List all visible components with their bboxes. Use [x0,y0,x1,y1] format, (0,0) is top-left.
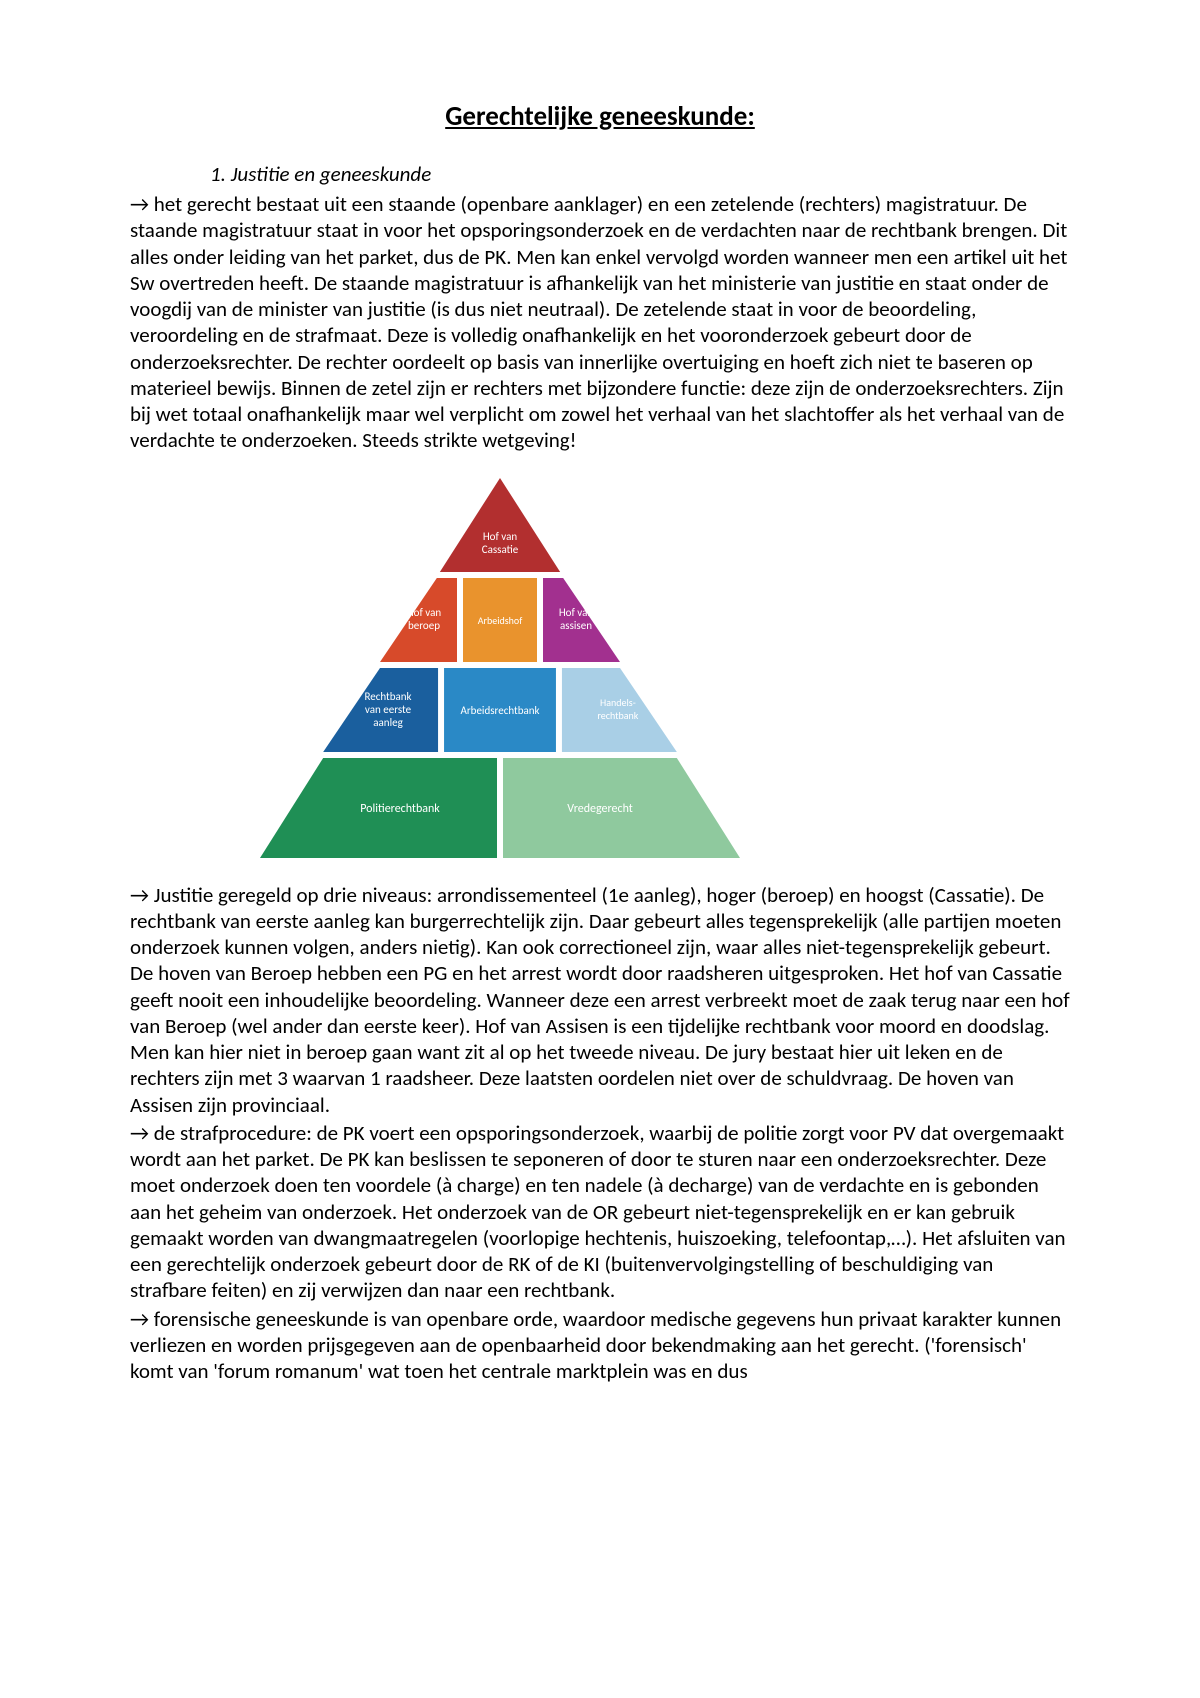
svg-text:Arbeidsrechtbank: Arbeidsrechtbank [460,704,539,717]
paragraph-4: → forensische geneeskunde is van openbar… [130,1306,1070,1385]
svg-text:Hof vanassisen: Hof vanassisen [559,606,594,632]
svg-text:Hof vanberoep: Hof vanberoep [407,606,442,632]
svg-text:Vredegerecht: Vredegerecht [567,802,633,816]
court-pyramid-diagram: Hof vanCassatie Hof vanberoep Arbeidshof… [250,468,750,868]
paragraph-2: → Justitie geregeld op drie niveaus: arr… [130,882,1070,1118]
page-title: Gerechtelijke geneeskunde: [130,100,1070,133]
section-number: 1. [210,161,226,187]
svg-text:Arbeidshof: Arbeidshof [478,614,523,627]
pyramid-svg: Hof vanCassatie Hof vanberoep Arbeidshof… [250,468,750,868]
section-heading: 1. Justitie en geneeskunde [210,161,1070,187]
svg-text:Politierechtbank: Politierechtbank [360,802,440,816]
paragraph-3: → de strafprocedure: de PK voert een ops… [130,1120,1070,1304]
section-label: Justitie en geneeskunde [231,161,432,187]
svg-text:Handels-rechtbank: Handels-rechtbank [597,696,638,722]
svg-text:Hof vanCassatie: Hof vanCassatie [482,530,519,556]
paragraph-1: → het gerecht bestaat uit een staande (o… [130,191,1070,454]
